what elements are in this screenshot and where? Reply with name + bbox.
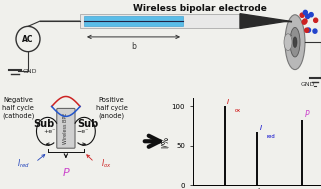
Text: Negative
half cycle
(cathode): Negative half cycle (cathode) [2,98,34,119]
Text: P: P [63,168,69,178]
Text: $I_{ox}$: $I_{ox}$ [101,158,112,170]
Text: Wireless BPE: Wireless BPE [63,113,68,144]
Circle shape [306,14,309,19]
Bar [84,16,183,26]
Text: ox: ox [234,108,240,112]
Text: Positive
half cycle
(anode): Positive half cycle (anode) [96,98,127,119]
Circle shape [309,13,313,17]
Text: +e⁻: +e⁻ [43,129,56,134]
Bar [80,14,240,29]
Polygon shape [240,14,292,29]
Bar [224,106,226,185]
Circle shape [305,28,309,32]
Circle shape [313,29,317,33]
Text: Sub: Sub [78,119,99,129]
Ellipse shape [284,34,292,51]
Bar [301,120,303,185]
Text: red: red [266,134,275,139]
Ellipse shape [290,27,300,57]
Circle shape [303,10,307,15]
Text: b: b [131,42,136,51]
Text: GND: GND [23,69,38,74]
Ellipse shape [285,15,305,70]
Text: a: a [287,42,291,51]
Ellipse shape [293,37,297,47]
Text: I: I [227,99,230,105]
Bar [256,132,258,185]
Y-axis label: I/%: I/% [161,136,170,148]
Circle shape [314,18,318,22]
Circle shape [307,28,310,32]
Text: Wireless bipolar electrode: Wireless bipolar electrode [133,4,267,13]
FancyBboxPatch shape [57,108,75,148]
X-axis label: m/z: m/z [249,188,265,189]
Text: Sub: Sub [33,119,54,129]
Circle shape [300,13,304,17]
Circle shape [303,19,307,23]
Text: $I_{red}$: $I_{red}$ [17,158,30,170]
Text: I: I [259,125,262,132]
Circle shape [302,20,306,24]
Text: P: P [304,110,309,119]
Text: AC: AC [22,35,34,43]
Text: GND: GND [301,82,316,87]
Text: −e⁻: −e⁻ [76,129,88,134]
